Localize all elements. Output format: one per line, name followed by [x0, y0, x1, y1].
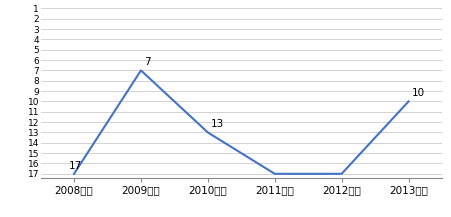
- Text: 7: 7: [144, 57, 151, 67]
- Text: 17: 17: [69, 161, 82, 171]
- Text: 13: 13: [211, 119, 225, 129]
- Text: 10: 10: [412, 88, 425, 98]
